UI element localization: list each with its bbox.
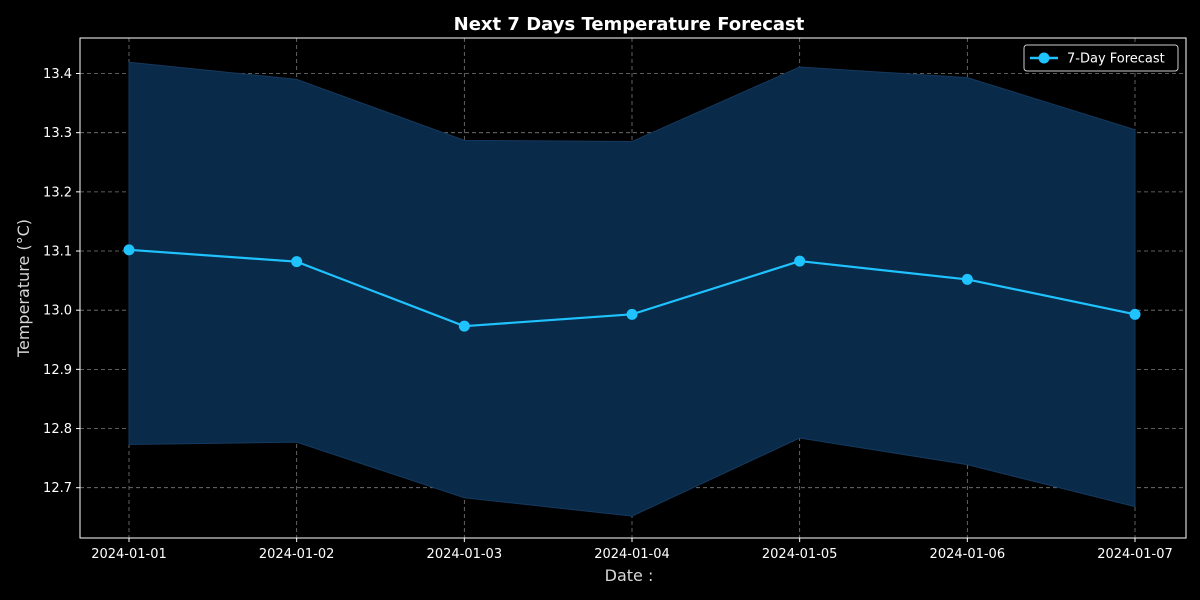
y-tick-label: 12.9 (43, 363, 72, 378)
data-point (961, 273, 973, 285)
data-points (123, 244, 1141, 332)
x-tick-label: 2024-01-02 (259, 547, 335, 562)
x-tick-label: 2024-01-05 (762, 547, 838, 562)
data-point (291, 256, 303, 268)
y-axis-ticks: 12.7 12.8 12.9 13.0 13.1 13.2 13.3 13.4 (43, 67, 80, 496)
y-tick-label: 12.8 (43, 422, 72, 437)
y-tick-label: 12.7 (43, 481, 72, 496)
x-axis-ticks: 2024-01-01 2024-01-02 2024-01-03 2024-01-04… (91, 538, 1173, 562)
confidence-band (128, 61, 1136, 517)
y-axis-label: Temperature (°C) (14, 219, 33, 358)
confidence-band-layer (128, 61, 1136, 517)
y-tick-label: 13.1 (43, 245, 72, 260)
chart-title: Next 7 Days Temperature Forecast (454, 14, 805, 35)
legend-label: 7-Day Forecast (1067, 52, 1165, 67)
data-point (794, 255, 806, 267)
x-tick-label: 2024-01-03 (427, 547, 503, 562)
data-point (626, 308, 638, 320)
plot-frame (79, 37, 1187, 539)
legend-marker (1038, 52, 1050, 64)
x-tick-label: 2024-01-01 (91, 547, 167, 562)
x-tick-label: 2024-01-06 (930, 547, 1006, 562)
chart-legend: 7-Day Forecast (1023, 44, 1179, 72)
data-point (1129, 308, 1141, 320)
y-tick-label: 13.4 (43, 67, 72, 82)
y-tick-label: 13.3 (43, 126, 72, 141)
y-tick-label: 13.0 (43, 304, 72, 319)
x-axis-label: Date : (605, 566, 654, 585)
y-tick-label: 13.2 (43, 185, 72, 200)
x-tick-label: 2024-01-04 (594, 547, 670, 562)
x-tick-label: 2024-01-07 (1097, 547, 1173, 562)
data-point (458, 320, 470, 332)
data-point (123, 244, 135, 256)
legend-box (1023, 44, 1179, 72)
